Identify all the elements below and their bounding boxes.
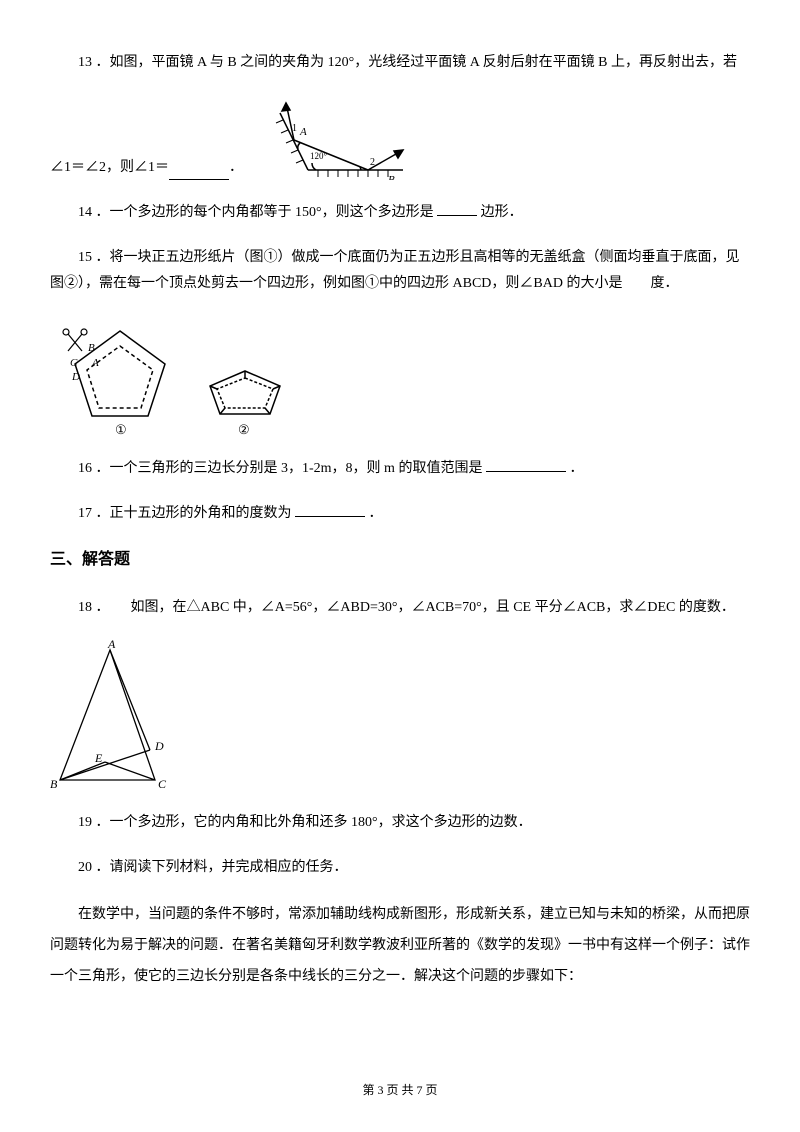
q20-text: ．请阅读下列材料，并完成相应的任务． bbox=[96, 860, 348, 875]
question-14: 14 ．一个多边形的每个内角都等于 150°，则这个多边形是 边形． bbox=[50, 200, 750, 225]
q15-label-D: D bbox=[71, 371, 80, 383]
q13-label-A: A bbox=[299, 126, 307, 138]
question-15: 15 ．将一块正五边形纸片（图①）做成一个底面仍为正五边形且高相等的无盖纸盒（侧… bbox=[50, 245, 750, 295]
question-20: 20 ．请阅读下列材料，并完成相应的任务． bbox=[50, 855, 750, 880]
q13-line1: 13 ．如图，平面镜 A 与 B 之间的夹角为 120°，光线经过平面镜 A 反… bbox=[50, 50, 750, 75]
q13-text-after-suffix: ． bbox=[229, 155, 243, 180]
q16-blank bbox=[486, 471, 566, 472]
q18-number: 18 bbox=[78, 600, 92, 615]
q20-number: 20 bbox=[78, 860, 92, 875]
q15-label-circ1: ① bbox=[115, 422, 127, 436]
q18-label-B: B bbox=[50, 777, 58, 790]
q14-text-prefix: ．一个多边形的每个内角都等于 150°，则这个多边形是 bbox=[96, 205, 434, 220]
question-19: 19 ．一个多边形，它的内角和比外角和还多 180°，求这个多边形的边数． bbox=[50, 810, 750, 835]
question-13: 13 ．如图，平面镜 A 与 B 之间的夹角为 120°，光线经过平面镜 A 反… bbox=[50, 50, 750, 180]
q15-label-A: A bbox=[91, 357, 99, 369]
q13-number: 13 bbox=[78, 55, 92, 70]
q13-figure: A B 120° 1 2 bbox=[248, 95, 418, 180]
q13-blank bbox=[169, 179, 229, 180]
q15-label-B: B bbox=[88, 342, 95, 354]
section-heading: 三、解答题 bbox=[50, 546, 750, 575]
footer-prefix: 第 bbox=[362, 1083, 377, 1097]
q15-label-C: C bbox=[70, 357, 78, 369]
q19-text: ．一个多边形，它的内角和比外角和还多 180°，求这个多边形的边数． bbox=[96, 815, 532, 830]
q17-blank bbox=[295, 516, 365, 517]
footer-mid: 页 共 bbox=[386, 1083, 416, 1097]
q14-text-suffix: 边形． bbox=[481, 205, 523, 220]
q18-figure: A B C D E bbox=[50, 640, 750, 790]
q20-para: 在数学中，当问题的条件不够时，常添加辅助线构成新图形，形成新关系，建立已知与未知… bbox=[50, 900, 750, 992]
q15-text: ．将一块正五边形纸片（图①）做成一个底面仍为正五边形且高相等的无盖纸盒（侧面均垂… bbox=[50, 250, 740, 290]
q18-label-D: D bbox=[154, 739, 164, 753]
q18-label-C: C bbox=[158, 777, 167, 790]
q16-text-prefix: ．一个三角形的三边长分别是 3，1-2m，8，则 m 的取值范围是 bbox=[96, 461, 483, 476]
q17-number: 17 bbox=[78, 506, 92, 521]
q17-text-suffix: ． bbox=[369, 506, 383, 521]
q16-number: 16 bbox=[78, 461, 92, 476]
q13-label-angle: 120° bbox=[310, 151, 328, 161]
question-16: 16 ．一个三角形的三边长分别是 3，1-2m，8，则 m 的取值范围是 ． bbox=[50, 456, 750, 481]
q15-label-circ2: ② bbox=[238, 422, 250, 436]
q13-label-B: B bbox=[388, 174, 395, 180]
q17-text-prefix: ．正十五边形的外角和的度数为 bbox=[96, 506, 292, 521]
q16-text-suffix: ． bbox=[569, 461, 583, 476]
q13-line2: ∠1＝∠2，则∠1＝ ． bbox=[50, 95, 750, 180]
question-17: 17 ．正十五边形的外角和的度数为 ． bbox=[50, 501, 750, 526]
q15-number: 15 bbox=[78, 250, 92, 265]
q18-label-A: A bbox=[107, 640, 116, 651]
q18-label-E: E bbox=[94, 751, 103, 765]
footer-suffix: 页 bbox=[426, 1083, 438, 1097]
q14-blank bbox=[437, 215, 477, 216]
footer-current: 3 bbox=[377, 1083, 383, 1097]
q13-label-2: 2 bbox=[370, 157, 375, 168]
footer-total: 7 bbox=[417, 1083, 423, 1097]
q18-text: ． 如图，在△ABC 中，∠A=56°，∠ABD=30°，∠ACB=70°，且 … bbox=[96, 600, 735, 615]
question-18: 18 ． 如图，在△ABC 中，∠A=56°，∠ABD=30°，∠ACB=70°… bbox=[50, 595, 750, 620]
q13-text-before: ．如图，平面镜 A 与 B 之间的夹角为 120°，光线经过平面镜 A 反射后射… bbox=[96, 55, 737, 70]
page-footer: 第 3 页 共 7 页 bbox=[0, 1080, 800, 1102]
q13-label-1: 1 bbox=[292, 123, 297, 134]
q15-figure: B A C D ① ② bbox=[50, 316, 750, 436]
q14-number: 14 bbox=[78, 205, 92, 220]
q19-number: 19 bbox=[78, 815, 92, 830]
q13-text-after-prefix: ∠1＝∠2，则∠1＝ bbox=[50, 155, 169, 180]
